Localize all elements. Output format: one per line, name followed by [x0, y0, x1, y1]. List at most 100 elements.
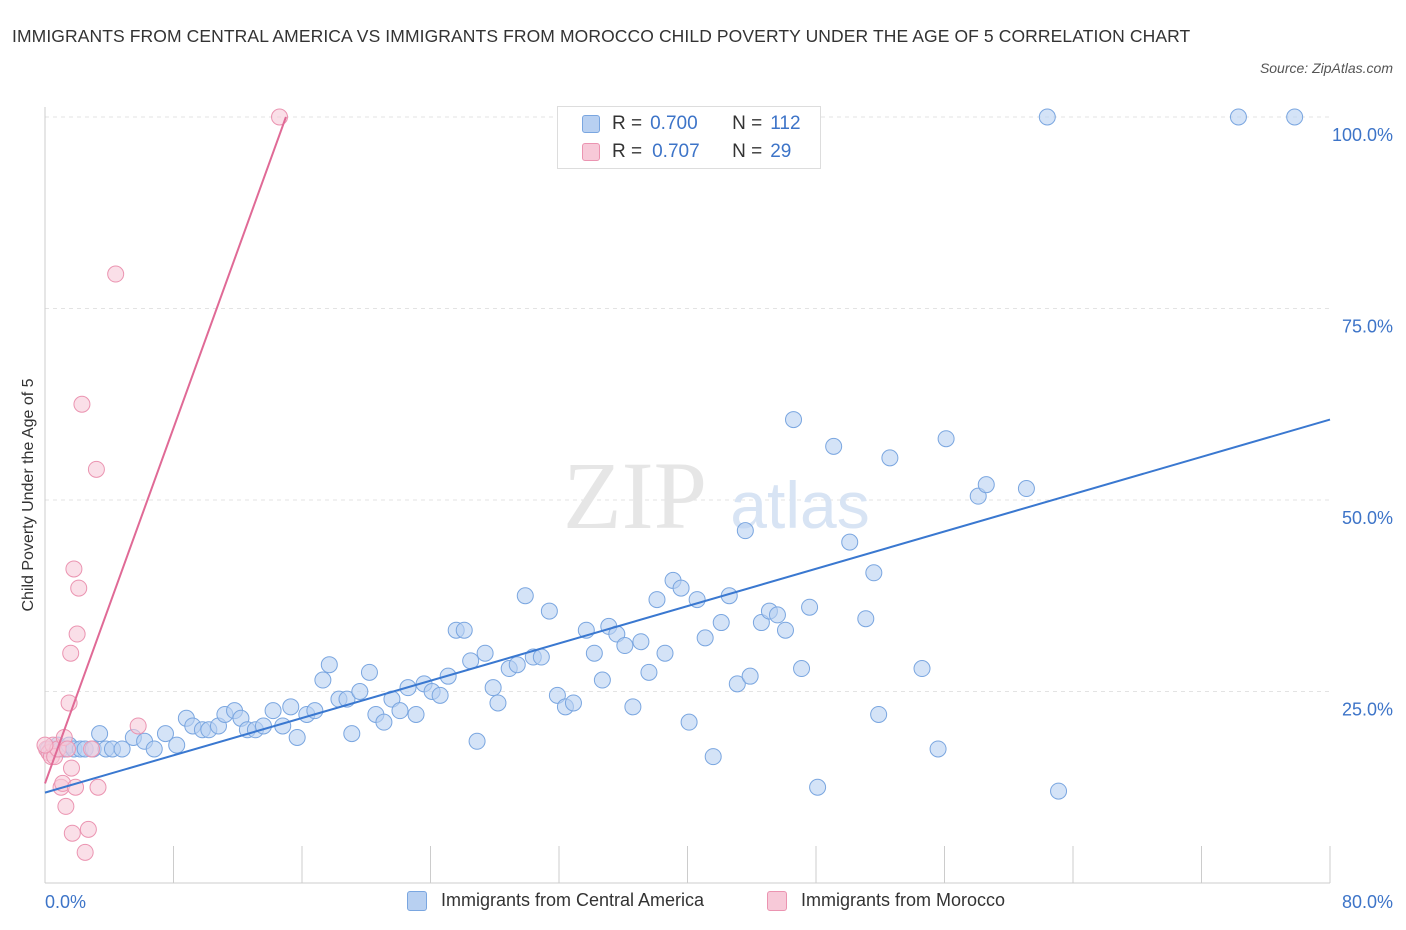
y-axis-label: Child Poverty Under the Age of 5: [20, 378, 37, 612]
point-central-america: [937, 430, 955, 448]
watermark-zip: ZIP: [563, 442, 707, 549]
legend-n-value: 29: [770, 141, 792, 162]
point-central-america: [431, 686, 449, 704]
point-morocco: [76, 843, 94, 861]
series-legend-morocco: Immigrants from Morocco: [767, 890, 1005, 911]
point-central-america: [632, 633, 650, 651]
point-central-america: [616, 637, 634, 655]
trendline-central-america: [44, 418, 1331, 794]
point-central-america: [484, 679, 502, 697]
series-legend-swatch-pink: [767, 890, 787, 911]
legend-r-label: R =: [612, 141, 643, 162]
point-central-america: [1050, 782, 1068, 800]
point-central-america: [825, 437, 843, 455]
point-central-america: [728, 675, 746, 693]
point-central-america: [913, 660, 931, 678]
legend-n-label: N =: [732, 141, 763, 162]
point-morocco: [83, 740, 101, 758]
x-tick-label: 0.0%: [45, 892, 86, 912]
point-central-america: [156, 725, 174, 743]
point-morocco: [62, 644, 80, 662]
point-central-america: [407, 705, 425, 723]
point-central-america: [801, 598, 819, 616]
point-central-america: [91, 725, 109, 743]
point-morocco: [129, 717, 147, 735]
point-central-america: [696, 629, 714, 647]
chart-source: Source: ZipAtlas.com: [1259, 60, 1393, 76]
point-morocco: [87, 460, 105, 478]
tick-labels: 25.0% 50.0% 75.0% 100.0% 0.0% 80.0%: [45, 125, 1393, 912]
point-central-america: [468, 732, 486, 750]
data-points: [36, 108, 1304, 861]
point-central-america: [624, 698, 642, 716]
point-central-america: [785, 411, 803, 429]
point-central-america: [977, 476, 995, 494]
y-tick-label: 100.0%: [1332, 125, 1393, 145]
point-central-america: [768, 606, 786, 624]
point-central-america: [264, 702, 282, 720]
chart-title: IMMIGRANTS FROM CENTRAL AMERICA VS IMMIG…: [12, 26, 1191, 46]
point-central-america: [1017, 480, 1035, 498]
point-central-america: [360, 663, 378, 681]
point-central-america: [564, 694, 582, 712]
legend-swatch-blue: [582, 115, 600, 133]
point-central-america: [593, 671, 611, 689]
point-morocco: [63, 824, 81, 842]
point-central-america: [113, 740, 131, 758]
point-central-america: [865, 564, 883, 582]
point-central-america: [1038, 108, 1056, 126]
point-morocco: [89, 778, 107, 796]
point-morocco: [73, 395, 91, 413]
point-morocco: [79, 820, 97, 838]
series-legend: Immigrants from Central America Immigran…: [0, 890, 1406, 916]
trendlines: [44, 116, 1331, 794]
point-morocco: [58, 740, 76, 758]
point-central-america: [712, 614, 730, 632]
point-morocco: [70, 579, 88, 597]
point-central-america: [752, 614, 770, 632]
legend-row-central-america: R = 0.700 N = 112: [582, 110, 801, 138]
point-central-america: [145, 740, 163, 758]
point-central-america: [656, 644, 674, 662]
point-morocco: [63, 759, 81, 777]
point-central-america: [640, 663, 658, 681]
point-central-america: [168, 736, 186, 754]
point-central-america: [969, 487, 987, 505]
point-central-america: [857, 610, 875, 628]
point-central-america: [391, 702, 409, 720]
point-morocco: [107, 265, 125, 283]
point-central-america: [540, 602, 558, 620]
point-morocco: [68, 625, 86, 643]
watermark: ZIP atlas: [563, 442, 870, 549]
series-legend-label: Immigrants from Central America: [441, 890, 705, 910]
series-legend-central-america: Immigrants from Central America: [407, 890, 704, 911]
y-tick-label: 25.0%: [1342, 700, 1393, 720]
correlation-legend: R = 0.700 N = 112 R = 0.707 N = 29: [557, 106, 821, 169]
point-central-america: [320, 656, 338, 674]
legend-n-label: N =: [732, 113, 763, 134]
point-central-america: [648, 591, 666, 609]
legend-r-value: 0.707: [652, 141, 700, 162]
point-central-america: [680, 713, 698, 731]
point-central-america: [736, 522, 754, 540]
point-central-america: [793, 660, 811, 678]
point-central-america: [585, 644, 603, 662]
point-central-america: [532, 648, 550, 666]
series-legend-label: Immigrants from Morocco: [801, 890, 1006, 910]
point-central-america: [288, 728, 306, 746]
legend-swatch-pink: [582, 143, 600, 161]
point-central-america: [455, 621, 473, 639]
point-central-america: [1286, 108, 1304, 126]
legend-r-value: 0.700: [650, 113, 698, 134]
y-tick-label: 50.0%: [1342, 508, 1393, 528]
point-central-america: [343, 725, 361, 743]
series-legend-swatch-blue: [407, 890, 427, 911]
point-central-america: [282, 698, 300, 716]
legend-row-morocco: R = 0.707 N = 29: [582, 138, 791, 166]
point-central-america: [1229, 108, 1247, 126]
point-central-america: [548, 686, 566, 704]
point-central-america: [516, 587, 534, 605]
point-central-america: [776, 621, 794, 639]
point-central-america: [672, 579, 690, 597]
point-central-america: [314, 671, 332, 689]
